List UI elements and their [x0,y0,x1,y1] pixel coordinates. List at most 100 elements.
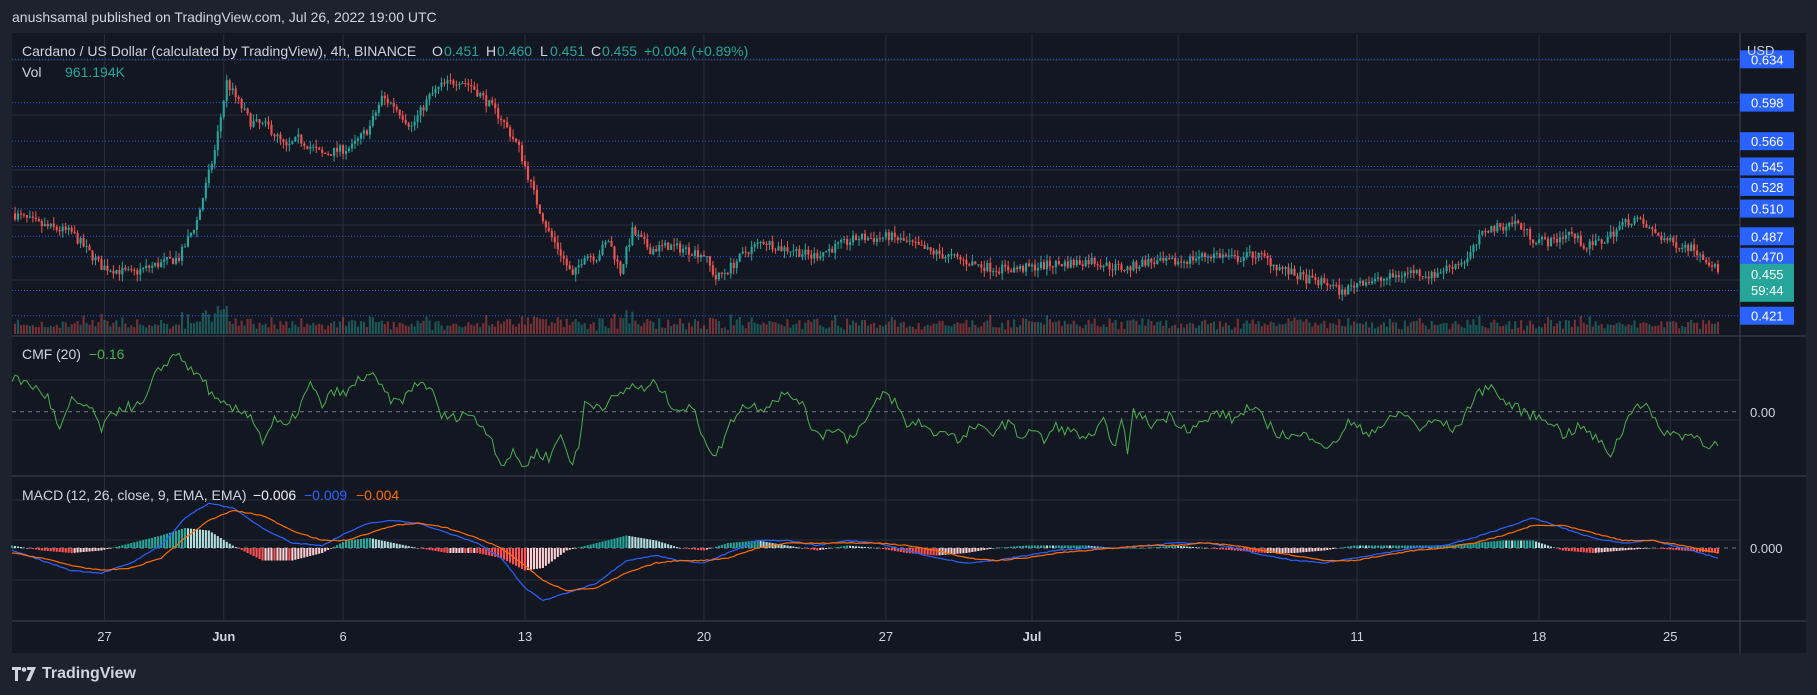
macd-histogram-bar [273,548,276,561]
candle-body [1183,261,1186,263]
volume-bar [1105,326,1108,334]
candle-body [315,146,318,148]
candle-body [1493,226,1496,232]
macd-histogram-bar [437,548,440,552]
macd-histogram-bar [321,548,324,553]
footer-bar: TradingView [0,655,1817,695]
volume-bar [822,326,825,334]
volume-bar [744,328,747,334]
cmf-title[interactable]: CMF [22,346,52,362]
candle-body [1463,262,1466,264]
candle-body [1687,244,1690,252]
volume-bar [503,321,506,334]
volume-bar [699,328,703,334]
candle-body [646,239,649,248]
volume-bar [318,323,321,334]
volume-bar [643,322,646,334]
candle-body [1048,260,1051,267]
candle-body [22,214,25,216]
volume-bar [729,314,732,334]
macd-histogram-bar [431,548,434,551]
candle-body [682,248,685,253]
candle-body [544,221,547,228]
volume-bar [1093,318,1096,334]
tradingview-brand: TradingView [42,665,136,682]
candle-body [1290,268,1293,275]
macd-histogram-bar [825,548,828,549]
candle-body [1618,225,1621,230]
trading-chart[interactable]: 0.00 0.000 0.6340.5980.5660.5450.5280.51… [0,0,1817,655]
volume-bar [1317,324,1320,334]
candle-body [282,139,285,142]
volume-bar [1621,324,1624,334]
price-tag-label: 0.421 [1751,309,1784,324]
volume-bar [1379,324,1383,334]
candle-body [989,262,992,272]
volume-bar [1356,323,1359,334]
macd-histogram-bar [195,529,198,548]
volume-bar [294,324,297,334]
volume-bar [801,328,804,334]
volume-bar [1415,320,1418,334]
macd-histogram-bar [395,543,398,548]
macd-histogram-bar [565,548,568,551]
candle-body [1365,282,1368,286]
volume-bar [470,324,473,334]
macd-histogram-bar [998,547,1001,549]
volume-bar [85,323,88,334]
candle-body [219,117,222,132]
macd-histogram-bar [362,538,365,548]
volume-bar [1174,324,1177,334]
candle-body [765,243,768,246]
volume-bar [884,324,887,334]
volume-bar [908,326,911,334]
volume-bar [610,318,613,334]
volume-bar [34,327,37,334]
candle-body [1669,237,1672,241]
volume-bar [1260,326,1263,334]
volume-bar [834,315,837,334]
candle-body [163,259,166,262]
macd-histogram-bar [613,538,616,548]
candle-body [1126,266,1129,271]
macd-histogram-bar [562,548,565,553]
candle-body [1642,218,1645,224]
volume-bar [1543,323,1547,334]
volume-bar [261,324,264,334]
macd-histogram-bar [467,548,470,553]
candle-body [1412,270,1415,274]
symbol-title[interactable]: Cardano / US Dollar (calculated by Tradi… [22,43,416,59]
candle-body [240,99,243,109]
candle-body [1209,256,1213,259]
cmf-line [11,352,1719,468]
candle-body [207,169,210,184]
macd-title[interactable]: MACD [22,487,63,503]
time-axis[interactable]: 27 Jun 6 13 20 27 Jul 5 11 18 25 [97,629,1677,644]
volume-bar [315,325,318,334]
macd-histogram-bar [261,548,264,561]
candle-body [1564,234,1567,239]
volume-bar [1236,318,1239,334]
volume-bar [1636,327,1639,334]
macd-histogram-bar [258,548,261,559]
macd-histogram-bar [73,548,76,553]
candle-body [1102,266,1105,268]
volume-bar [661,327,664,334]
candle-body [956,254,959,257]
macd-histogram-bar [547,548,550,564]
candlestick-series[interactable] [13,73,1720,301]
macd-histogram-bar [1603,548,1606,552]
tradingview-logo[interactable]: TradingView [12,665,136,683]
candle-body [1192,256,1195,261]
volume-bar [359,321,363,334]
volume-bar [535,317,538,334]
macd-histogram-bar [10,545,14,548]
volume-bar [523,324,527,334]
volume-bar [1051,322,1054,334]
candle-body [1454,264,1457,269]
candle-body [1016,267,1019,270]
candle-body [1370,281,1374,284]
candle-body [1660,235,1663,240]
candle-body [297,134,300,137]
candle-body [1025,263,1028,272]
